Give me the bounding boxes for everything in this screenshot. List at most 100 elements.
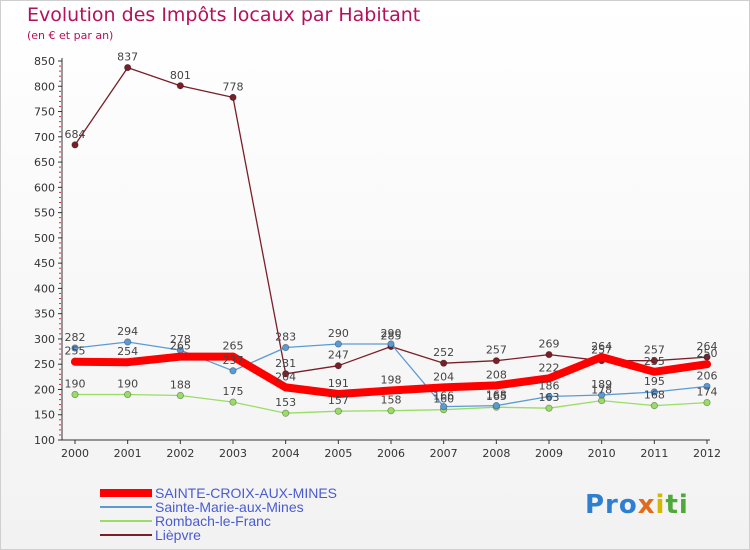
y-minor-tick: [59, 207, 61, 209]
y-minor-tick: [59, 191, 61, 193]
y-minor-tick: [59, 272, 61, 274]
data-label: 237: [223, 354, 244, 367]
data-label: 778: [223, 80, 244, 93]
y-minor-tick: [59, 105, 61, 107]
data-label: 269: [539, 338, 560, 351]
y-minor-tick: [59, 429, 61, 431]
data-label: 285: [381, 330, 402, 343]
y-tick-label: 200: [34, 383, 55, 396]
data-label: 257: [486, 344, 507, 357]
y-minor-tick: [59, 383, 61, 385]
y-minor-tick: [59, 95, 61, 97]
y-tick-label: 700: [34, 131, 55, 144]
data-label: 283: [275, 331, 296, 344]
data-point: [334, 390, 343, 398]
data-point: [545, 350, 553, 359]
y-minor-tick: [59, 232, 61, 234]
x-tick-label: 2003: [219, 447, 247, 460]
data-point: [71, 390, 79, 399]
data-label: 257: [644, 344, 665, 357]
data-point: [650, 367, 659, 376]
data-point: [440, 403, 448, 411]
data-label: 189: [591, 378, 612, 391]
x-tick-label: 2001: [114, 447, 142, 460]
chart-title: Evolution des Impôts locaux par Habitant: [27, 4, 421, 26]
legend-label: SAINTE-CROIX-AUX-MINES: [155, 485, 338, 501]
data-label: 265: [170, 340, 191, 353]
y-minor-tick: [59, 176, 61, 178]
x-tick-label: 2004: [272, 447, 300, 460]
y-minor-tick: [59, 424, 61, 426]
data-label: 265: [223, 340, 244, 353]
y-minor-tick: [59, 378, 61, 380]
data-label: 186: [539, 380, 560, 393]
x-tick-label: 2011: [640, 447, 668, 460]
x-tick-label: 2005: [324, 447, 352, 460]
y-minor-tick: [59, 151, 61, 153]
data-label: 204: [433, 370, 454, 383]
y-minor-tick: [59, 217, 61, 219]
x-tick-label: 2002: [166, 447, 194, 460]
x-tick-label: 2006: [377, 447, 405, 460]
data-label: 190: [117, 378, 138, 391]
data-label: 250: [697, 347, 718, 360]
y-minor-tick: [59, 257, 61, 259]
y-minor-tick: [59, 80, 61, 82]
data-point: [545, 392, 553, 401]
data-label: 247: [328, 349, 349, 362]
y-minor-tick: [59, 100, 61, 102]
y-minor-tick: [59, 348, 61, 350]
data-point: [124, 338, 132, 346]
data-point: [650, 388, 658, 396]
y-tick-label: 650: [34, 156, 55, 169]
data-label: 165: [486, 390, 507, 403]
y-minor-tick: [59, 282, 61, 284]
y-tick-label: 150: [34, 409, 55, 422]
y-minor-tick: [59, 242, 61, 244]
y-minor-tick: [59, 267, 61, 269]
y-minor-tick: [59, 333, 61, 335]
y-minor-tick: [59, 227, 61, 229]
data-label: 222: [539, 361, 560, 374]
data-label: 157: [328, 394, 349, 407]
y-tick-label: 800: [34, 80, 55, 93]
data-label: 278: [170, 333, 191, 346]
y-tick-label: 550: [34, 207, 55, 220]
data-label: 190: [65, 378, 86, 391]
data-label: 235: [644, 355, 665, 368]
data-point: [71, 344, 79, 352]
y-minor-tick: [59, 156, 61, 158]
x-tick-label: 2009: [535, 447, 563, 460]
y-tick-label: 850: [34, 55, 55, 68]
y-tick-label: 450: [34, 257, 55, 270]
data-label: 191: [328, 377, 349, 390]
x-tick-label: 2008: [482, 447, 510, 460]
data-point: [124, 63, 132, 72]
y-minor-tick: [59, 141, 61, 143]
data-label: 204: [275, 370, 296, 383]
data-point: [282, 370, 290, 378]
data-point: [229, 367, 237, 375]
data-label: 684: [65, 128, 86, 141]
y-tick-label: 100: [34, 434, 55, 447]
data-label: 264: [697, 340, 718, 353]
data-point: [650, 402, 658, 410]
data-point: [282, 409, 290, 417]
data-label: 290: [381, 327, 402, 340]
legend-swatch: [100, 506, 152, 508]
data-label: 206: [697, 369, 718, 382]
y-minor-tick: [59, 353, 61, 355]
data-label: 294: [117, 325, 138, 338]
y-minor-tick: [59, 343, 61, 345]
y-minor-tick: [59, 131, 61, 133]
data-label: 252: [433, 346, 454, 359]
y-minor-tick: [59, 323, 61, 325]
data-point: [387, 340, 395, 348]
data-point: [492, 357, 500, 365]
y-minor-tick: [59, 308, 61, 310]
proxiti-logo: Proxiti: [585, 490, 689, 520]
legend-swatch: [100, 489, 152, 497]
data-point: [598, 391, 606, 399]
data-label: 257: [591, 344, 612, 357]
